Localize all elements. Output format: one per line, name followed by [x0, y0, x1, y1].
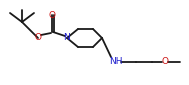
- Text: O: O: [161, 57, 169, 66]
- Text: O: O: [35, 33, 42, 42]
- Text: N: N: [64, 33, 70, 42]
- Text: NH: NH: [109, 57, 123, 66]
- Text: O: O: [49, 11, 56, 19]
